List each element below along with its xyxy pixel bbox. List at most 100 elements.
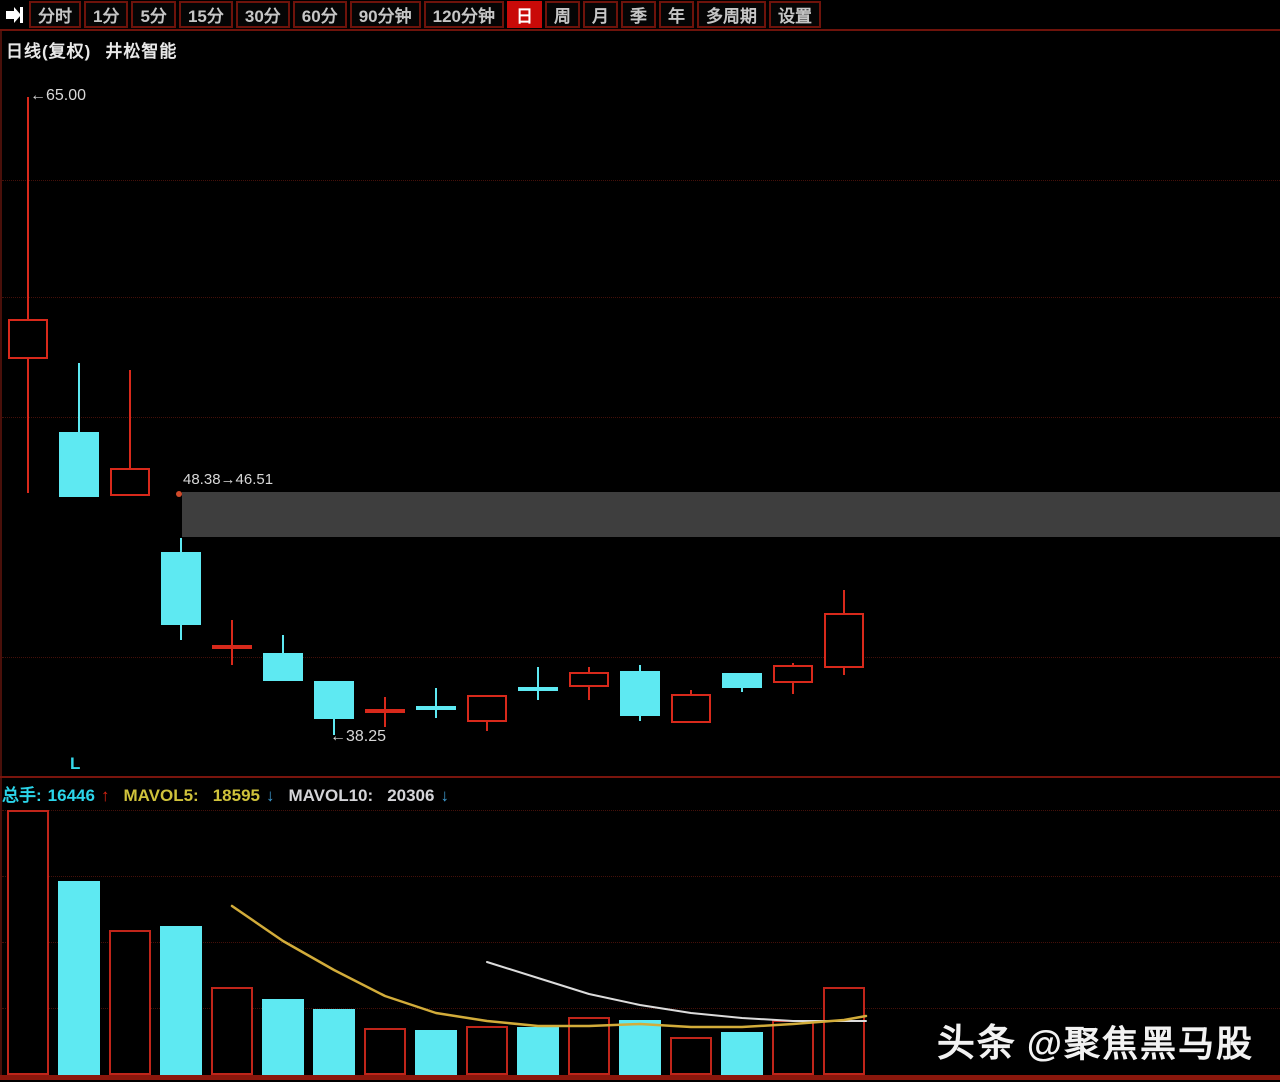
candle-wick — [384, 697, 386, 727]
toolbar-button-0[interactable]: 分时 — [29, 1, 81, 28]
candle-body — [8, 319, 48, 359]
toolbar-button-7[interactable]: 120分钟 — [423, 1, 504, 28]
period-toolbar: 分时 1分 5分 15分 30分 60分 90分钟 120分钟日周月季年多周期 设置 — [0, 0, 1280, 31]
low-price-annotation: ←38.25 — [330, 728, 387, 745]
mavol5-value: 18595 — [212, 786, 260, 805]
candle-wick — [435, 688, 437, 718]
toolbar-button-9[interactable]: 周 — [545, 1, 580, 28]
volume-bar — [721, 1032, 763, 1075]
candle-body — [314, 681, 354, 719]
toolbar-button-3[interactable]: 15分 — [178, 1, 233, 28]
candle-wick — [333, 681, 335, 735]
price-gridline — [2, 417, 1280, 418]
volume-value: 16446 — [47, 786, 95, 805]
candle-body — [824, 613, 864, 668]
panel-corner-label: L — [70, 754, 81, 773]
volume-bar — [772, 1020, 814, 1075]
candle-wick — [792, 663, 794, 694]
volume-bar — [58, 881, 100, 1075]
volume-bar — [211, 987, 253, 1075]
candle-wick — [588, 667, 590, 700]
period-label: 日线(复权) — [6, 42, 92, 61]
watermark: 头条 @聚焦黑马股 — [937, 1012, 1254, 1067]
time-axis-line — [0, 1075, 1280, 1080]
toolbar-button-10[interactable]: 月 — [583, 1, 618, 28]
candle-body — [110, 468, 150, 496]
toolbar-button-5[interactable]: 60分 — [292, 1, 347, 28]
candle-wick — [843, 590, 845, 675]
toolbar-button-4[interactable]: 30分 — [235, 1, 290, 28]
mavol10-line — [486, 961, 867, 1022]
volume-bar — [823, 987, 865, 1075]
candle-body — [773, 665, 813, 683]
mavol10-label: MAVOL10: — [288, 786, 374, 805]
candle-wick — [741, 673, 743, 692]
stock-name: 井松智能 — [105, 42, 178, 61]
watermark-brand: 头条 — [936, 1023, 1017, 1065]
candle-body — [263, 653, 303, 681]
volume-bar — [619, 1020, 661, 1075]
halt-marker-dot — [176, 491, 182, 497]
halt-price-annotation: 48.38→46.51 — [183, 471, 274, 488]
volume-bar — [568, 1017, 610, 1075]
trading-halt-band — [182, 492, 1280, 537]
jump-to-latest-icon[interactable] — [2, 4, 26, 26]
candle-wick — [129, 370, 131, 496]
candle-wick — [486, 695, 488, 731]
mavol5-down-arrow-icon: ↓ — [265, 786, 275, 805]
toolbar-button-2[interactable]: 5分 — [131, 1, 176, 28]
candle-body — [671, 694, 711, 723]
price-gridline — [2, 297, 1280, 298]
candle-body — [212, 645, 252, 649]
mavol5-line — [230, 904, 868, 1029]
toolbar-button-14[interactable]: 设置 — [769, 1, 821, 28]
candle-wick — [27, 97, 29, 493]
toolbar-button-13[interactable]: 多周期 — [697, 1, 766, 28]
volume-bar — [109, 930, 151, 1075]
volume-bar — [670, 1037, 712, 1075]
toolbar-button-11[interactable]: 季 — [621, 1, 656, 28]
volume-gridline — [2, 810, 1280, 811]
volume-gridline — [2, 942, 1280, 943]
volume-up-arrow-icon: ↑ — [100, 786, 110, 805]
candle-wick — [231, 620, 233, 665]
candle-wick — [537, 667, 539, 700]
candle-body — [518, 687, 558, 691]
mavol10-value: 20306 — [387, 786, 435, 805]
volume-header: 总手: 16446 ↑ MAVOL5: 18595 ↓ MAVOL10: 203… — [2, 781, 449, 806]
high-price-annotation: ←65.00 — [30, 87, 87, 104]
toolbar-button-1[interactable]: 1分 — [84, 1, 129, 28]
candle-wick — [78, 363, 80, 497]
candle-body — [161, 552, 201, 625]
price-gridline — [2, 180, 1280, 181]
toolbar-button-8[interactable]: 日 — [507, 1, 542, 28]
mavol10-down-arrow-icon: ↓ — [440, 786, 449, 805]
toolbar-button-12[interactable]: 年 — [659, 1, 694, 28]
volume-bar — [466, 1026, 508, 1075]
toolbar-button-6[interactable]: 90分钟 — [349, 1, 421, 28]
volume-bar — [7, 810, 49, 1075]
candle-wick — [282, 635, 284, 681]
candle-body — [722, 673, 762, 688]
candle-wick — [639, 665, 641, 721]
volume-bar — [313, 1009, 355, 1075]
candle-body — [620, 671, 660, 716]
volume-label: 总手: — [2, 786, 42, 805]
candle-body — [365, 709, 405, 713]
volume-bar — [415, 1030, 457, 1075]
candle-wick — [180, 538, 182, 640]
volume-bar — [160, 926, 202, 1075]
candle-body — [416, 706, 456, 710]
candle-body — [467, 695, 507, 722]
candle-body — [569, 672, 609, 687]
price-gridline — [2, 657, 1280, 658]
volume-gridline — [2, 876, 1280, 877]
volume-bar — [364, 1028, 406, 1075]
volume-gridline — [2, 1008, 1280, 1009]
panel-divider-line — [0, 776, 1280, 778]
watermark-handle: @聚焦黑马股 — [1026, 1023, 1254, 1064]
candle-wick — [690, 690, 692, 723]
chart-left-border — [0, 31, 2, 1079]
